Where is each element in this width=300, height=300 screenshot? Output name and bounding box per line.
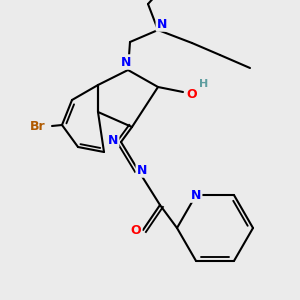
Text: N: N <box>108 134 118 146</box>
Text: O: O <box>187 88 197 100</box>
Text: N: N <box>157 17 167 31</box>
Text: Br: Br <box>30 119 46 133</box>
Text: N: N <box>191 189 201 202</box>
Text: O: O <box>131 224 141 236</box>
Text: N: N <box>137 164 147 176</box>
Text: H: H <box>200 79 208 89</box>
Text: N: N <box>121 56 131 68</box>
